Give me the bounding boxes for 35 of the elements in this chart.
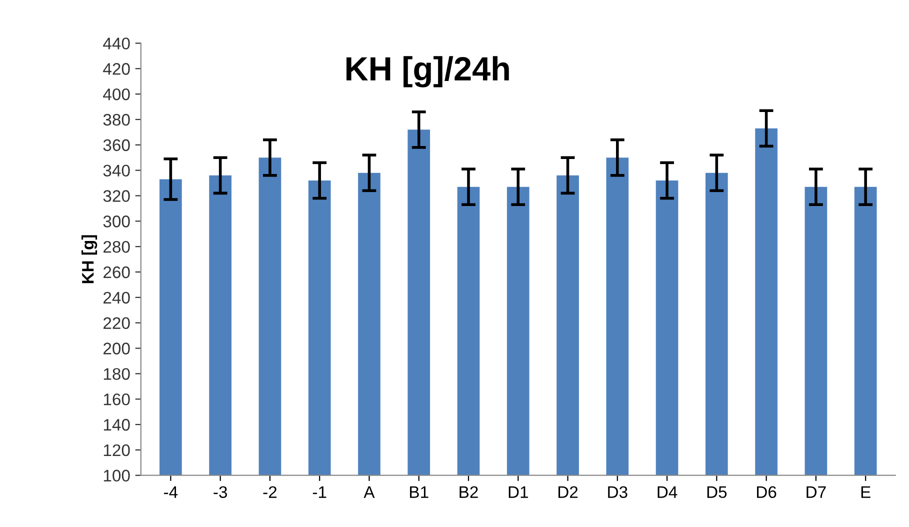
y-tick-label: 360	[103, 139, 130, 152]
x-tick-label: -1	[312, 486, 326, 498]
y-tick-label: 320	[103, 190, 130, 202]
y-tick-label: 200	[104, 342, 130, 354]
x-tick-label: A	[364, 486, 375, 498]
x-tick-label: D7	[806, 486, 826, 498]
x-tick-label: -4	[164, 486, 178, 498]
y-tick-label: 440	[103, 38, 130, 50]
y-tick-label: 160	[104, 393, 130, 406]
x-tick-label: B1	[410, 486, 428, 498]
x-tick-label: D5	[707, 486, 727, 498]
chart-title: KH [g]/24h	[346, 56, 509, 88]
y-tick-label: 340	[103, 164, 130, 177]
x-tick-label: E	[861, 486, 870, 498]
x-tick-label: -2	[263, 486, 277, 498]
y-tick-label: 300	[103, 216, 130, 228]
y-tick-label: 280	[104, 240, 130, 253]
y-tick-label: 240	[104, 292, 130, 304]
x-tick-label: B2	[460, 486, 478, 498]
y-tick-label: 180	[104, 368, 130, 380]
x-tick-label: D2	[558, 486, 578, 498]
x-tick-label: -3	[214, 486, 227, 498]
y-axis-title: KH [g]	[82, 235, 98, 284]
y-tick-label: 120	[104, 444, 130, 456]
x-tick-label: D1	[508, 486, 528, 498]
y-tick-label: 100	[104, 470, 130, 482]
y-tick-label: 380	[103, 114, 130, 126]
x-tick-label: D4	[658, 486, 678, 498]
y-tick-label: 420	[103, 63, 130, 75]
y-tick-label: 140	[104, 418, 130, 431]
y-tick-label: 220	[104, 317, 130, 330]
y-tick-label: 260	[104, 266, 130, 278]
x-tick-label: D6	[757, 486, 776, 498]
x-tick-label: D3	[608, 486, 628, 498]
y-tick-label: 400	[103, 88, 130, 100]
